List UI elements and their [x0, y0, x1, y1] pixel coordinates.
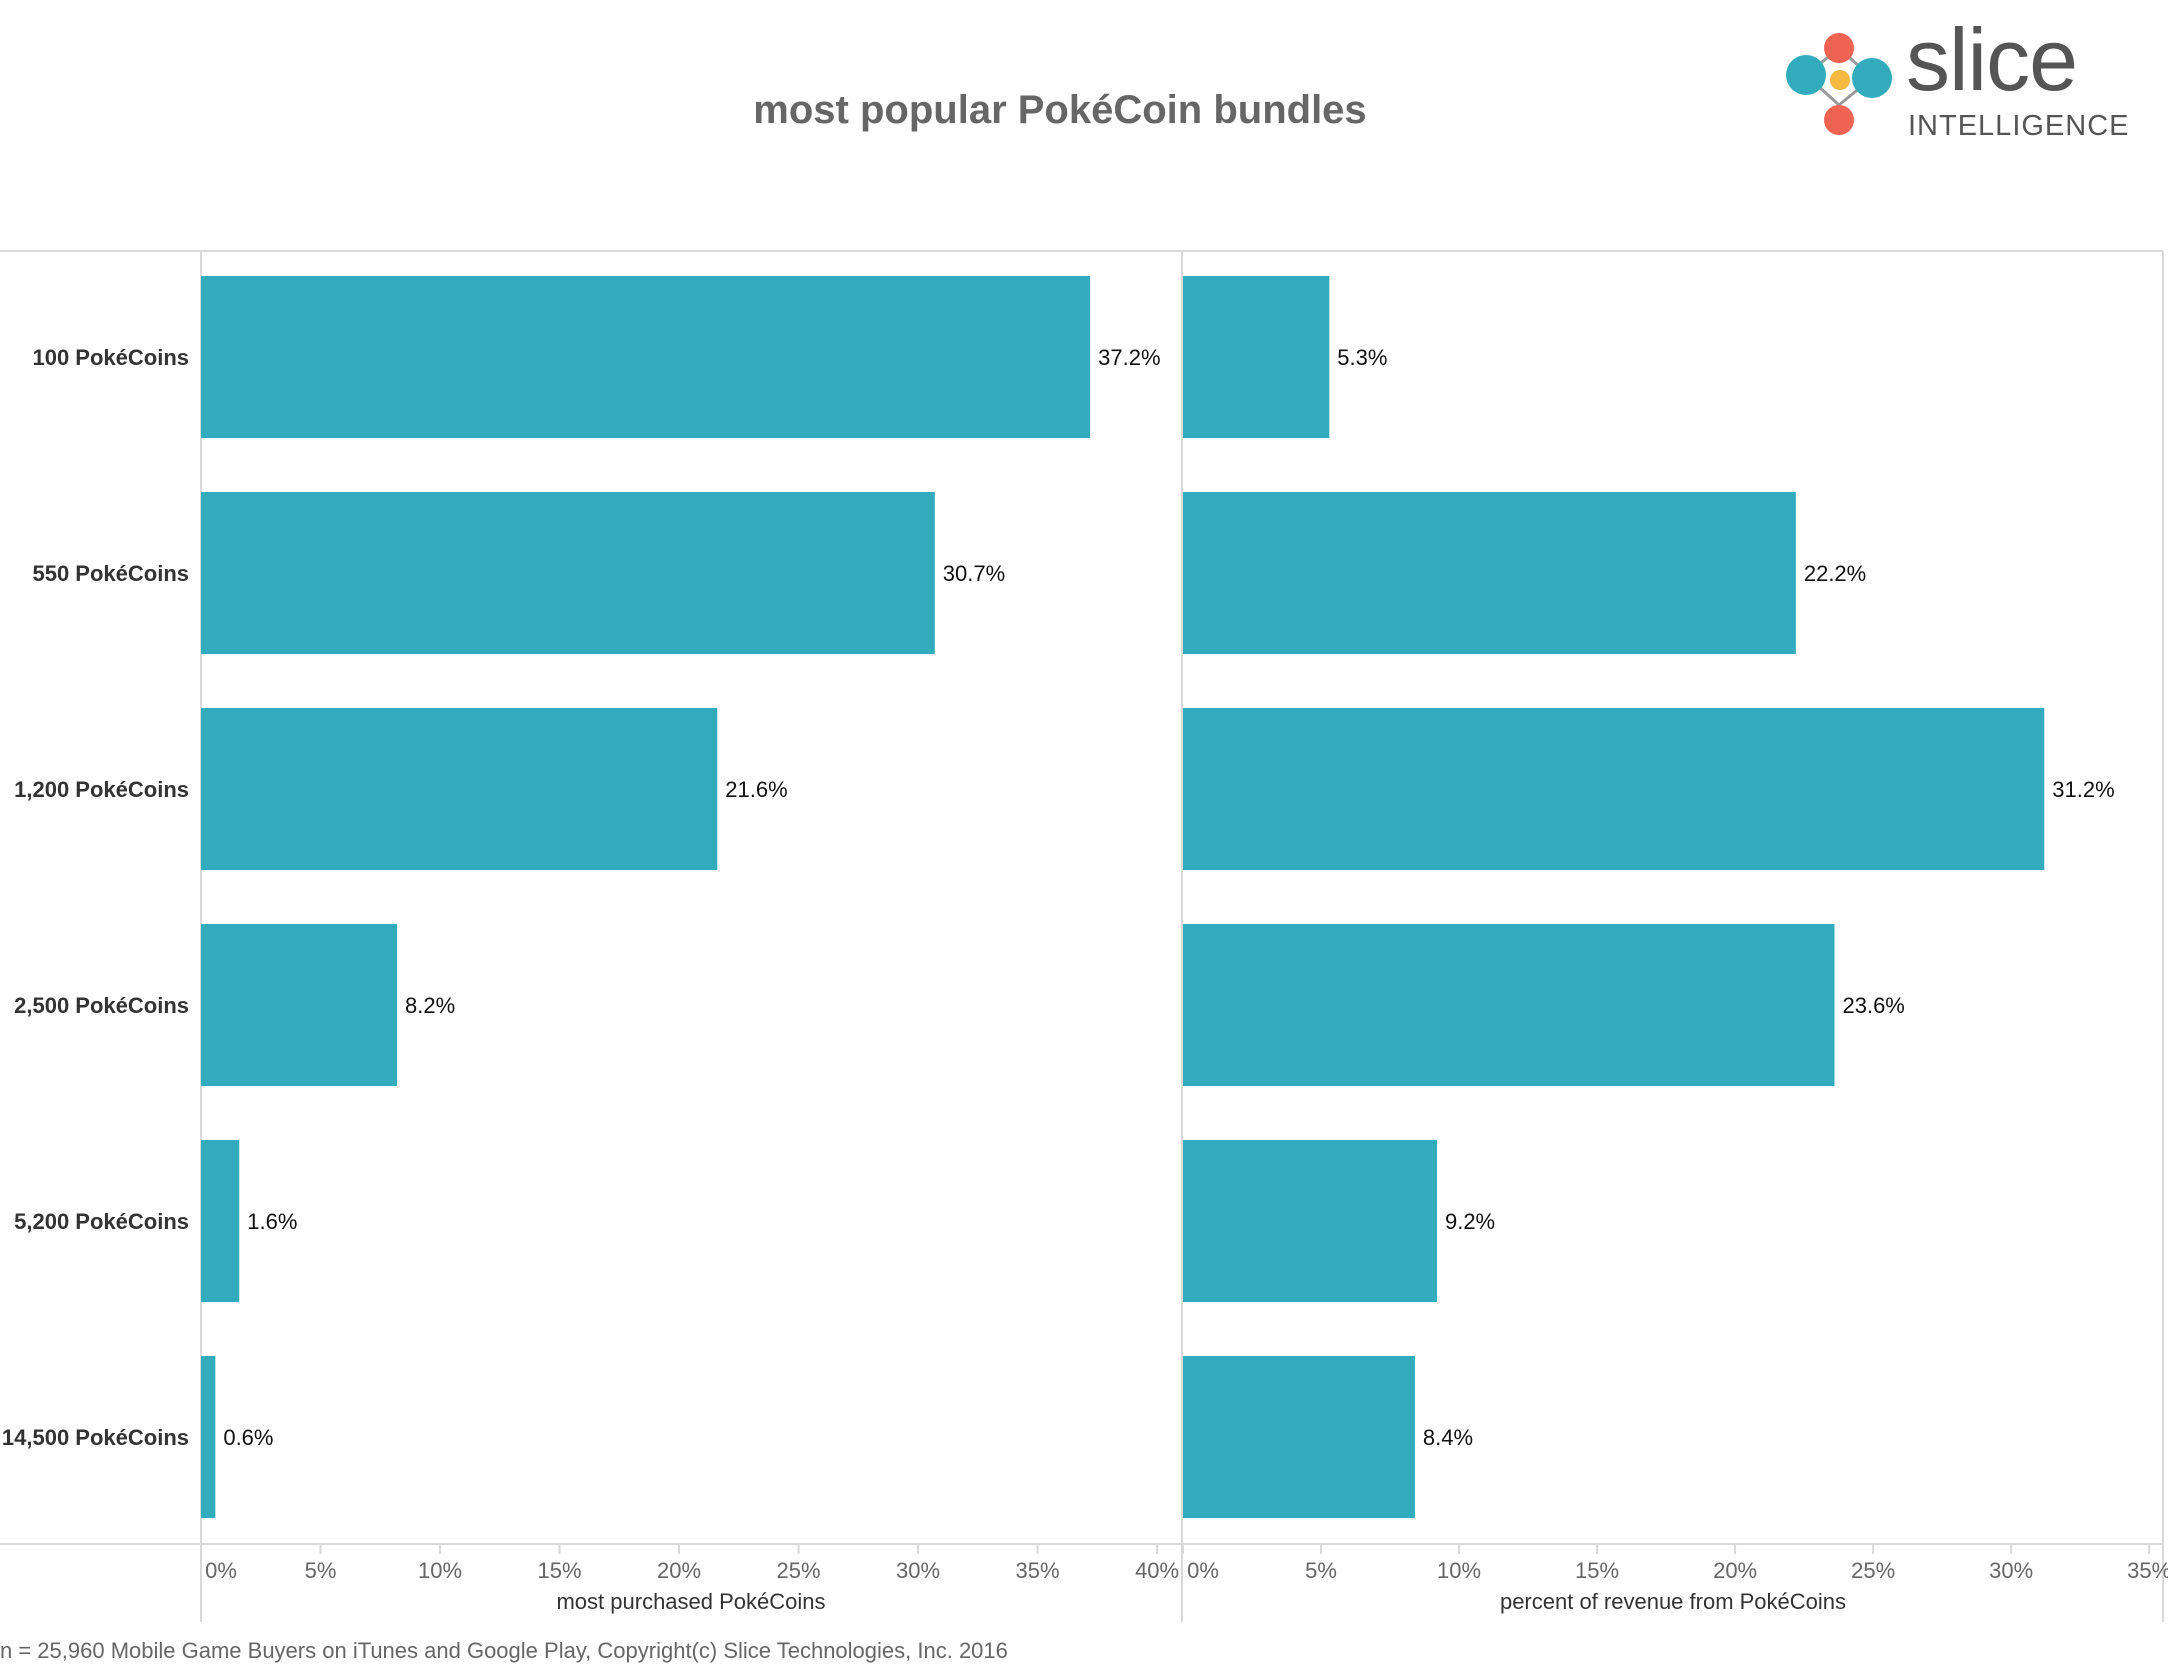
- logo-dot-right: [1852, 58, 1892, 98]
- bar: [201, 924, 397, 1086]
- chart-title: most popular PokéCoin bundles: [753, 88, 1367, 132]
- data-label: 37.2%: [1098, 345, 1160, 370]
- x-tick-label: 30%: [896, 1558, 940, 1583]
- data-label: 31.2%: [2052, 777, 2114, 802]
- bar: [201, 1356, 216, 1518]
- x-axis-title: most purchased PokéCoins: [556, 1589, 825, 1614]
- x-axis-title: percent of revenue from PokéCoins: [1500, 1589, 1846, 1614]
- logo-dot-top: [1824, 33, 1854, 63]
- x-tick-label: 25%: [777, 1558, 821, 1583]
- category-label: 14,500 PokéCoins: [2, 1425, 189, 1450]
- data-label: 8.2%: [405, 993, 455, 1018]
- bar: [1183, 924, 1835, 1086]
- data-label: 9.2%: [1445, 1209, 1495, 1234]
- logo-dot-bottom: [1824, 105, 1854, 135]
- data-label: 8.4%: [1423, 1425, 1473, 1450]
- logo-subtitle: INTELLIGENCE: [1908, 110, 2130, 142]
- data-label: 22.2%: [1804, 561, 1866, 586]
- bar: [1183, 276, 1330, 438]
- bar: [1183, 1356, 1415, 1518]
- data-label: 5.3%: [1337, 345, 1387, 370]
- data-label: 21.6%: [725, 777, 787, 802]
- category-label: 2,500 PokéCoins: [14, 993, 189, 1018]
- data-label: 30.7%: [943, 561, 1005, 586]
- x-tick-label: 25%: [1851, 1558, 1895, 1583]
- x-tick-label: 40%: [1135, 1558, 1179, 1583]
- data-label: 23.6%: [1842, 993, 1904, 1018]
- x-tick-label: 0%: [1187, 1558, 1219, 1583]
- x-tick-label: 20%: [657, 1558, 701, 1583]
- bar: [1183, 708, 2045, 870]
- x-tick-label: 5%: [1305, 1558, 1337, 1583]
- x-tick-label: 15%: [538, 1558, 582, 1583]
- x-tick-label: 30%: [1989, 1558, 2033, 1583]
- footer-note: n = 25,960 Mobile Game Buyers on iTunes …: [0, 1638, 1008, 1663]
- x-tick-label: 20%: [1713, 1558, 1757, 1583]
- bar: [201, 276, 1091, 438]
- bar: [1183, 492, 1796, 654]
- logo-dot-left: [1786, 55, 1826, 95]
- logo-dot-center: [1830, 70, 1850, 90]
- category-label: 5,200 PokéCoins: [14, 1209, 189, 1234]
- x-tick-label: 10%: [1437, 1558, 1481, 1583]
- category-label: 550 PokéCoins: [32, 561, 189, 586]
- x-tick-label: 35%: [2127, 1558, 2168, 1583]
- logo-wordmark: slice: [1906, 10, 2078, 109]
- category-label: 1,200 PokéCoins: [14, 777, 189, 802]
- x-tick-label: 35%: [1016, 1558, 1060, 1583]
- bar: [1183, 1140, 1437, 1302]
- slice-logo-icon: [1786, 33, 1892, 135]
- category-label: 100 PokéCoins: [32, 345, 189, 370]
- x-tick-label: 10%: [418, 1558, 462, 1583]
- bar: [201, 492, 935, 654]
- bar: [201, 708, 718, 870]
- x-tick-label: 15%: [1575, 1558, 1619, 1583]
- x-tick-label: 5%: [305, 1558, 337, 1583]
- data-label: 1.6%: [247, 1209, 297, 1234]
- data-label: 0.6%: [223, 1425, 273, 1450]
- bar: [201, 1140, 240, 1302]
- x-tick-label: 0%: [205, 1558, 237, 1583]
